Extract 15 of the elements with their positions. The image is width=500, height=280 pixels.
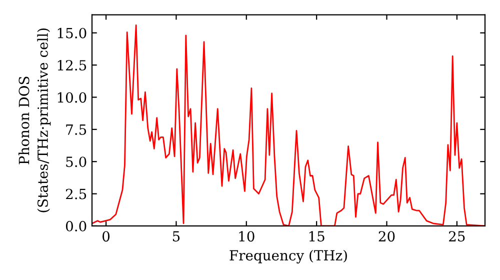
x-tick-label: 15: [309, 231, 324, 242]
y-tick-label: 2.5: [66, 188, 86, 200]
y-tick-label: 15.0: [58, 28, 86, 38]
x-axis-title: Frequency (THz): [230, 250, 347, 264]
y-tick-label: 10.0: [58, 92, 86, 103]
y-tick-label: 5.0: [66, 156, 86, 168]
y-axis-title: Phonon DOS (States/THz·primitive cell): [18, 28, 51, 212]
x-tick-label: 10: [239, 231, 254, 242]
y-tick-label: 0.0: [66, 220, 86, 232]
x-tick-label: 5: [172, 231, 180, 242]
x-tick-label: 0: [102, 231, 110, 242]
x-tick-label: 20: [378, 231, 395, 242]
x-tick-label: 25: [449, 231, 465, 242]
y-tick-label: 12.5: [58, 60, 86, 71]
y-tick-label: 7.5: [66, 124, 86, 135]
